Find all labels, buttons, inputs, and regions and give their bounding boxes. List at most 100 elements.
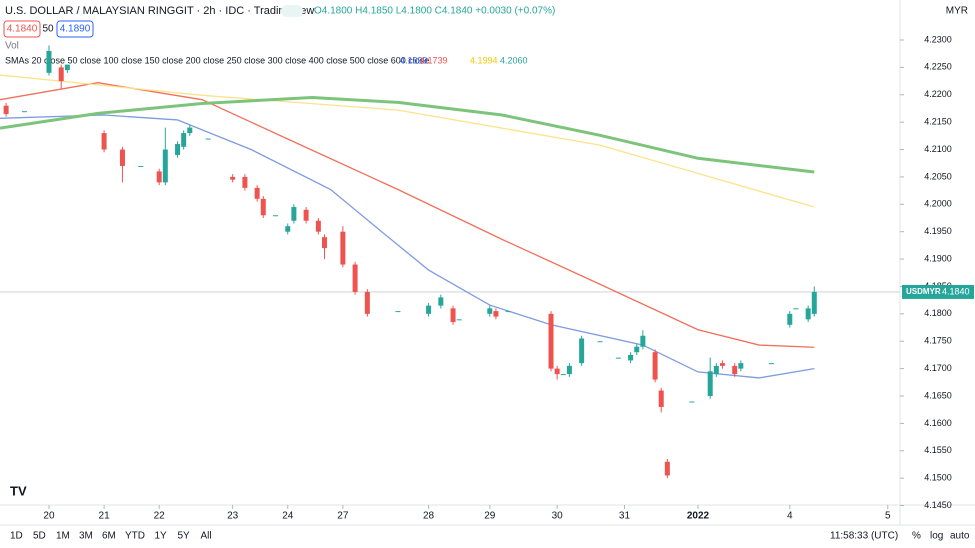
symbol-title: U.S. DOLLAR / MALAYSIAN RINGGIT · 2h · I… [5,5,314,17]
y-tick-label: 4.2100 [924,144,952,154]
candle-body [719,363,725,366]
candle-body [652,352,658,380]
ask: 4.1890 [60,24,91,35]
candle-body [58,67,64,82]
vol-label: Vol [5,41,19,52]
x-tick-label: 2022 [687,511,710,522]
y-tick-label: 4.2000 [924,199,952,209]
range-button[interactable]: 1M [56,531,70,542]
candle-body [732,365,738,375]
range-button[interactable]: All [201,531,212,542]
candle-body [768,363,774,365]
y-tick-label: 4.1950 [924,226,952,236]
y-tick-label: 4.2200 [924,89,952,99]
candle-body [493,311,499,317]
logo: TV [10,483,27,498]
candle-body [181,133,187,147]
y-tick-label: 4.1800 [924,308,952,318]
candle-body [426,305,432,314]
candle-body [615,357,621,359]
candle-body [260,198,266,216]
candle-body [175,144,181,156]
candle-body [273,215,279,217]
candle-body [634,346,640,353]
range-button[interactable]: 5Y [178,531,191,542]
sma-value: 4.1994 [470,55,498,65]
ohlc: O4.1800 H4.1850 L4.1800 C4.1840 +0.0030 … [314,6,555,17]
log-toggle[interactable]: log [930,531,943,542]
candle-body [291,207,297,221]
y-tick-label: 4.1550 [924,445,952,455]
y-tick-label: 4.1700 [924,363,952,373]
range-button[interactable]: 1Y [155,531,168,542]
candle-body [138,165,144,167]
price-label-value: 4.1840 [942,286,970,296]
candle-body [395,311,401,313]
candle-body [640,335,646,347]
candle-body [315,220,321,232]
candle-body [46,50,52,73]
candle-body [450,308,456,323]
y-tick-label: 4.2300 [924,34,952,44]
x-tick-label: 22 [154,511,166,522]
candle-body [566,365,572,375]
price-label-bg [902,284,974,299]
range-button[interactable]: 5D [33,531,46,542]
x-tick-label: 30 [552,511,564,522]
y-tick-label: 4.2250 [924,62,952,72]
clock: 11:58:33 (UTC) [830,531,898,542]
x-tick-label: 21 [99,511,111,522]
range-button[interactable]: 6M [102,531,116,542]
y-tick-label: 4.1900 [924,253,952,263]
candle-body [187,127,193,134]
candle-body [242,176,248,188]
x-tick-label: 23 [227,511,239,522]
candle-body [303,209,309,221]
y-tick-label: 4.1500 [924,473,952,483]
candle-body [487,308,493,314]
candle-body [787,313,793,325]
y-tick-label: 4.1600 [924,418,952,428]
range-button[interactable]: YTD [125,531,145,542]
bid-box[interactable] [3,20,41,38]
moving-average [0,95,815,174]
x-tick-label: 29 [484,511,496,522]
status-badge [281,5,303,17]
candle-body [162,149,168,183]
currency[interactable]: MYR [946,6,968,17]
ask-box[interactable] [56,20,94,38]
candle-body [560,374,566,376]
y-tick-label: 4.2150 [924,117,952,127]
auto-toggle[interactable]: auto [950,531,970,542]
sma-label: SMAs 20 close 50 close 100 close 150 clo… [5,55,429,65]
range-button[interactable]: 1D [10,531,23,542]
candle-body [713,365,719,375]
y-tick-label: 4.1750 [924,336,952,346]
candle-body [548,313,554,369]
candle-body [21,111,27,113]
sma-value: 4.1699 [400,55,428,65]
x-tick-label: 27 [337,511,349,522]
candle-body [101,133,107,150]
candle-body [230,176,236,180]
candle-body [658,390,664,407]
candle-body [579,338,585,364]
candle-body [340,231,346,265]
candle-body [554,368,560,375]
candle-body [597,341,603,343]
y-tick-label: 4.2050 [924,171,952,181]
candle-body [64,64,70,71]
range-button[interactable]: 3M [79,531,93,542]
candle-body [456,319,462,321]
moving-average [0,74,815,208]
moving-average [0,82,815,348]
candle-body [738,363,744,369]
percent-toggle[interactable]: % [912,531,921,542]
candle-body [793,308,799,310]
y-tick-label: 4.1450 [924,500,952,510]
candle-body [352,264,358,292]
candle-body [438,297,444,306]
candle-body [285,226,291,232]
